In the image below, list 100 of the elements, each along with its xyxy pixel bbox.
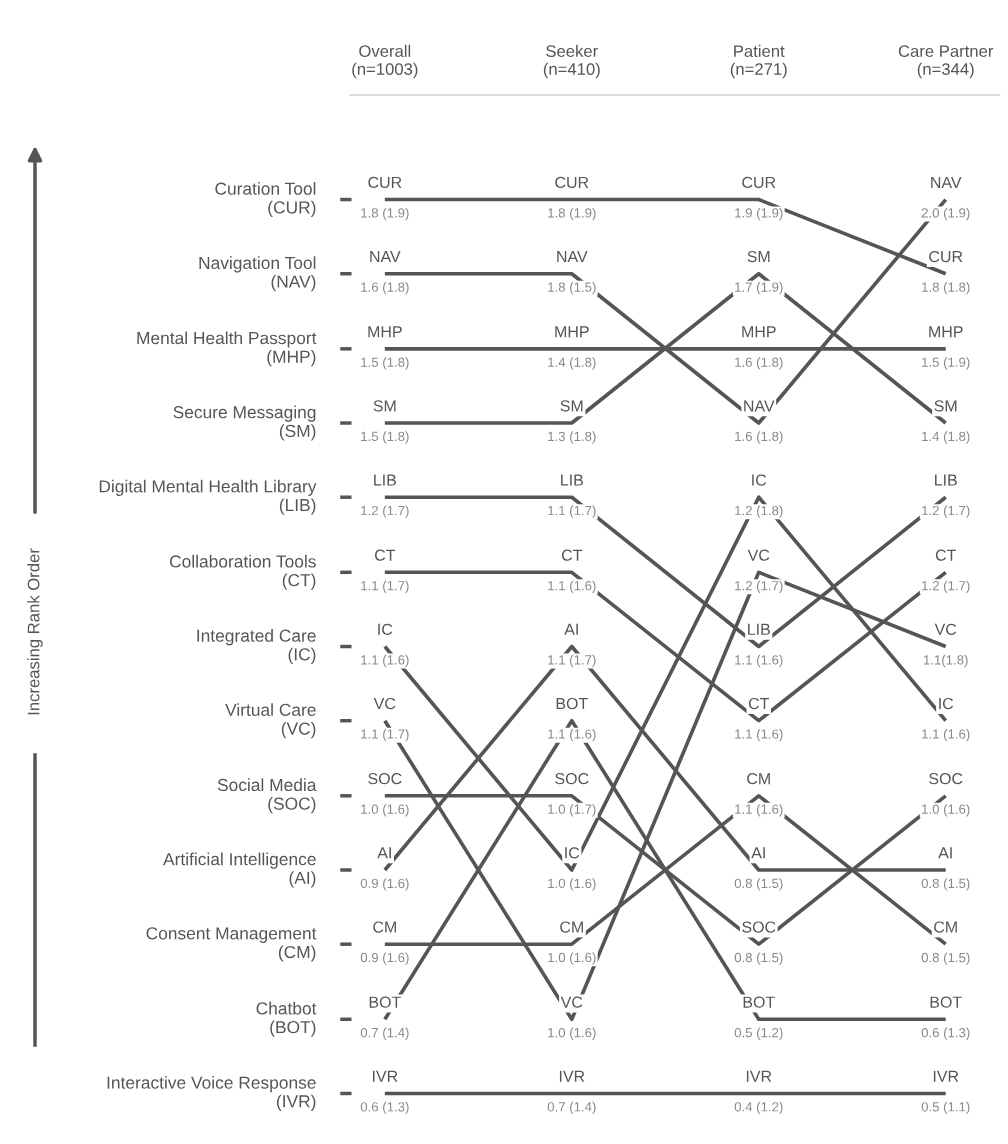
annotation: CM (747, 773, 770, 785)
annotation: CT (935, 549, 956, 561)
annotation: 1.0 (1.6) (361, 804, 409, 817)
legend-label: Chatbot (BOT) (256, 1001, 317, 1037)
annotation: 1.8 (1.9) (548, 207, 596, 221)
annotation: VC (934, 623, 957, 636)
annotation: 1.0 (1.6) (922, 804, 970, 817)
annotation: AI (938, 847, 952, 859)
legend-label: Digital Mental Health Library (LIB) (99, 479, 317, 515)
annotation: 1.2 (1.7) (735, 580, 783, 593)
annotation: IVR (559, 1070, 585, 1082)
annotation: SM (934, 400, 957, 412)
annotation: IC (378, 623, 393, 636)
annotation: CT (748, 697, 770, 710)
annotation: 1.8 (1.5) (548, 282, 596, 295)
x-tick-label: Overall (n=1003) (352, 44, 418, 79)
annotation: IC (939, 697, 954, 710)
annotation: SM (560, 400, 583, 412)
annotation: AI (564, 623, 578, 635)
annotation: 1.6 (1.8) (361, 282, 409, 295)
legend-label: Consent Management (CM) (146, 927, 317, 962)
annotation: 0.8 (1.5) (734, 952, 783, 965)
annotation: 0.6 (1.3) (360, 1101, 409, 1115)
annotation: 1.8 (1.9) (361, 207, 409, 221)
annotation: 1.5 (1.8) (361, 357, 409, 370)
legend-label: Secure Messaging (SM) (173, 405, 316, 441)
annotation: 1.0 (1.6) (548, 952, 596, 965)
legend-label: Virtual Care (VC) (225, 703, 316, 739)
legend-label: Integrated Care (IC) (197, 629, 316, 664)
annotation: LIB (561, 474, 583, 486)
annotation: AI (751, 847, 765, 859)
annotation: SOC (555, 773, 589, 785)
annotation: 1.4 (1.8) (548, 357, 596, 370)
text: Increasing Rank Order (27, 548, 43, 715)
annotation: 1.7 (1.9) (735, 282, 783, 295)
annotation: 0.6 (1.3) (921, 1027, 970, 1040)
annotation: 1.3 (1.8) (548, 431, 596, 444)
annotation: 1.1 (1.6) (735, 729, 783, 742)
annotation: NAV (744, 400, 775, 412)
annotation: LIB (374, 474, 396, 486)
annotation: BOT (743, 996, 775, 1008)
legend-label: Interactive Voice Response (IVR) (107, 1076, 316, 1111)
annotation: 0.9 (1.6) (360, 878, 409, 891)
annotation: 1.6 (1.8) (735, 357, 783, 370)
annotation: SM (373, 400, 396, 412)
legend-label: Collaboration Tools (CT) (169, 554, 316, 590)
legend-label: Social Media (SOC) (217, 778, 317, 814)
annotation: MHP (555, 326, 589, 338)
annotation: VC (373, 697, 396, 710)
annotation: CM (934, 921, 957, 933)
annotation: 1.2 (1.7) (922, 580, 970, 593)
annotation: 1.6 (1.8) (735, 431, 783, 444)
annotation: 1.2 (1.7) (922, 505, 970, 518)
annotation: CT (375, 549, 396, 561)
annotation: 1.1 (1.6) (548, 729, 596, 742)
annotation: 0.9 (1.6) (360, 952, 409, 965)
annotation: 1.1 (1.7) (361, 580, 409, 593)
annotation: IVR (746, 1070, 772, 1082)
annotation: AI (377, 847, 391, 859)
annotation: 1.1 (1.7) (548, 505, 596, 518)
annotation: 0.5 (1.1) (921, 1101, 970, 1115)
annotation: 0.8 (1.5) (921, 952, 970, 965)
annotation: 0.5 (1.2) (734, 1027, 783, 1040)
annotation: BOT (556, 697, 588, 710)
annotation: 1.1 (1.6) (361, 654, 409, 668)
annotation: 0.7 (1.4) (547, 1101, 596, 1115)
x-tick-label: Patient (n=271) (730, 44, 787, 79)
annotation: 1.1 (1.6) (735, 654, 783, 668)
annotation: CUR (742, 176, 776, 189)
annotation: SOC (929, 773, 963, 785)
annotation: BOT (369, 996, 401, 1008)
annotation: IC (565, 847, 580, 859)
annotation: VC (747, 549, 770, 561)
annotation: SM (747, 250, 770, 263)
annotation: NAV (557, 251, 588, 263)
annotation: 1.2 (1.8) (735, 505, 783, 518)
annotation: MHP (929, 326, 963, 338)
annotation: NAV (370, 251, 401, 263)
annotation: 1.0 (1.7) (548, 804, 596, 817)
annotation: 1.1 (1.7) (361, 729, 409, 742)
annotation: VC (560, 996, 583, 1008)
annotation: 1.1(1.8) (923, 654, 968, 668)
legend-label: Curation Tool (CUR) (215, 182, 316, 217)
annotation: 1.5 (1.9) (922, 357, 970, 370)
annotation: 1.0 (1.6) (548, 1027, 596, 1040)
annotation: 1.1 (1.6) (548, 580, 596, 593)
annotation: 1.0 (1.6) (548, 878, 596, 891)
x-tick-label: Seeker (n=410) (543, 44, 600, 79)
annotation: 0.8 (1.5) (734, 878, 783, 891)
legend-label: Artificial Intelligence (AI) (163, 852, 316, 888)
annotation: NAV (931, 176, 962, 188)
legend-label: Navigation Tool (NAV) (199, 256, 316, 292)
annotation: 1.4 (1.8) (922, 431, 970, 444)
annotation: CM (373, 921, 396, 933)
annotation: 1.5 (1.8) (361, 431, 409, 444)
annotation: MHP (368, 326, 402, 338)
annotation: CUR (555, 176, 589, 189)
annotation: 2.0 (1.9) (921, 207, 970, 221)
annotation: LIB (748, 623, 770, 635)
annotation: CT (561, 549, 583, 561)
